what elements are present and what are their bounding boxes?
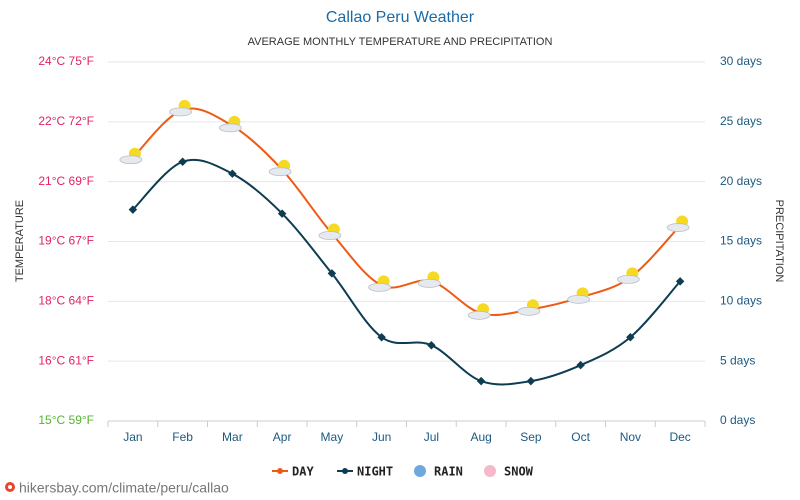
marker xyxy=(526,376,536,386)
weather-icon xyxy=(318,223,342,240)
y-tick-label: 18°C 64°F xyxy=(38,294,94,308)
x-tick-label: Dec xyxy=(669,430,690,444)
x-tick-label: Aug xyxy=(470,430,491,444)
line xyxy=(132,107,681,317)
footer: hikersbay.com/climate/peru/callao xyxy=(19,480,229,496)
marker xyxy=(626,332,635,342)
cloud xyxy=(368,282,392,292)
x-tick-label: Oct xyxy=(571,430,590,444)
cloud xyxy=(567,294,591,304)
x-tick-label: Jun xyxy=(372,430,391,444)
cloud xyxy=(268,167,292,177)
y2-tick-label: 15 days xyxy=(720,234,762,248)
y2-tick-label: 10 days xyxy=(720,294,762,308)
x-tick-label: Jul xyxy=(424,430,439,444)
y-tick-label: 24°C 75°F xyxy=(38,54,94,68)
weather-icon xyxy=(616,267,640,284)
weather-icon xyxy=(268,159,292,177)
y-tick-label: 22°C 72°F xyxy=(38,114,94,128)
legend-marker xyxy=(342,468,348,474)
x-tick-label: Jan xyxy=(123,430,142,444)
x-tick-label: Nov xyxy=(620,430,641,444)
marker xyxy=(128,205,138,214)
weather-icon xyxy=(119,147,143,165)
weather-icon xyxy=(666,215,690,232)
marker xyxy=(178,157,187,166)
cloud xyxy=(467,310,491,320)
cloud xyxy=(318,231,342,240)
marker xyxy=(576,360,585,370)
y-tick-label: 16°C 61°F xyxy=(38,353,94,367)
weather-icon xyxy=(417,271,441,288)
y2-tick-label: 5 days xyxy=(720,353,755,367)
weather-icon xyxy=(467,303,491,320)
chart-subtitle: AVERAGE MONTHLY TEMPERATURE AND PRECIPIT… xyxy=(248,36,553,48)
weather-icon xyxy=(567,287,591,304)
y2-tick-label: 30 days xyxy=(720,54,762,68)
legend-label: DAY xyxy=(292,465,314,479)
cloud xyxy=(517,306,541,316)
marker xyxy=(277,209,287,218)
cloud xyxy=(417,278,441,288)
weather-icon xyxy=(218,115,242,133)
chart-title: Callao Peru Weather xyxy=(326,9,475,26)
cloud xyxy=(119,155,143,165)
legend-marker xyxy=(414,465,426,477)
cloud xyxy=(616,274,640,284)
marker xyxy=(427,340,436,350)
marker xyxy=(377,332,386,342)
legend-label: NIGHT xyxy=(357,465,393,479)
x-tick-label: Apr xyxy=(273,430,292,444)
y-tick-label: 21°C 69°F xyxy=(38,174,94,188)
y2-axis-label: PRECIPITATION xyxy=(773,200,785,283)
y2-tick-label: 0 days xyxy=(720,413,755,427)
legend-marker xyxy=(277,468,283,474)
x-tick-label: Sep xyxy=(520,430,542,444)
weather-icon xyxy=(517,299,541,316)
legend-label: RAIN xyxy=(434,465,463,479)
marker xyxy=(228,169,237,178)
cloud xyxy=(666,223,690,232)
marker xyxy=(675,277,685,286)
x-tick-label: Feb xyxy=(172,430,193,444)
cloud xyxy=(218,123,242,133)
cloud xyxy=(169,107,193,117)
legend-label: SNOW xyxy=(504,465,534,479)
y-axis-label: TEMPERATURE xyxy=(14,200,26,282)
y2-tick-label: 20 days xyxy=(720,174,762,188)
marker xyxy=(476,376,486,386)
line xyxy=(132,158,681,386)
legend-marker xyxy=(484,465,496,477)
x-tick-label: Mar xyxy=(222,430,243,444)
weather-icon xyxy=(169,99,193,117)
y-tick-label: 19°C 67°F xyxy=(38,234,94,248)
marker xyxy=(327,269,337,278)
y-tick-label: 15°C 59°F xyxy=(38,413,94,427)
y2-tick-label: 25 days xyxy=(720,114,762,128)
weather-icon xyxy=(368,275,392,292)
footer-icon xyxy=(5,482,15,492)
x-tick-label: May xyxy=(321,430,344,444)
